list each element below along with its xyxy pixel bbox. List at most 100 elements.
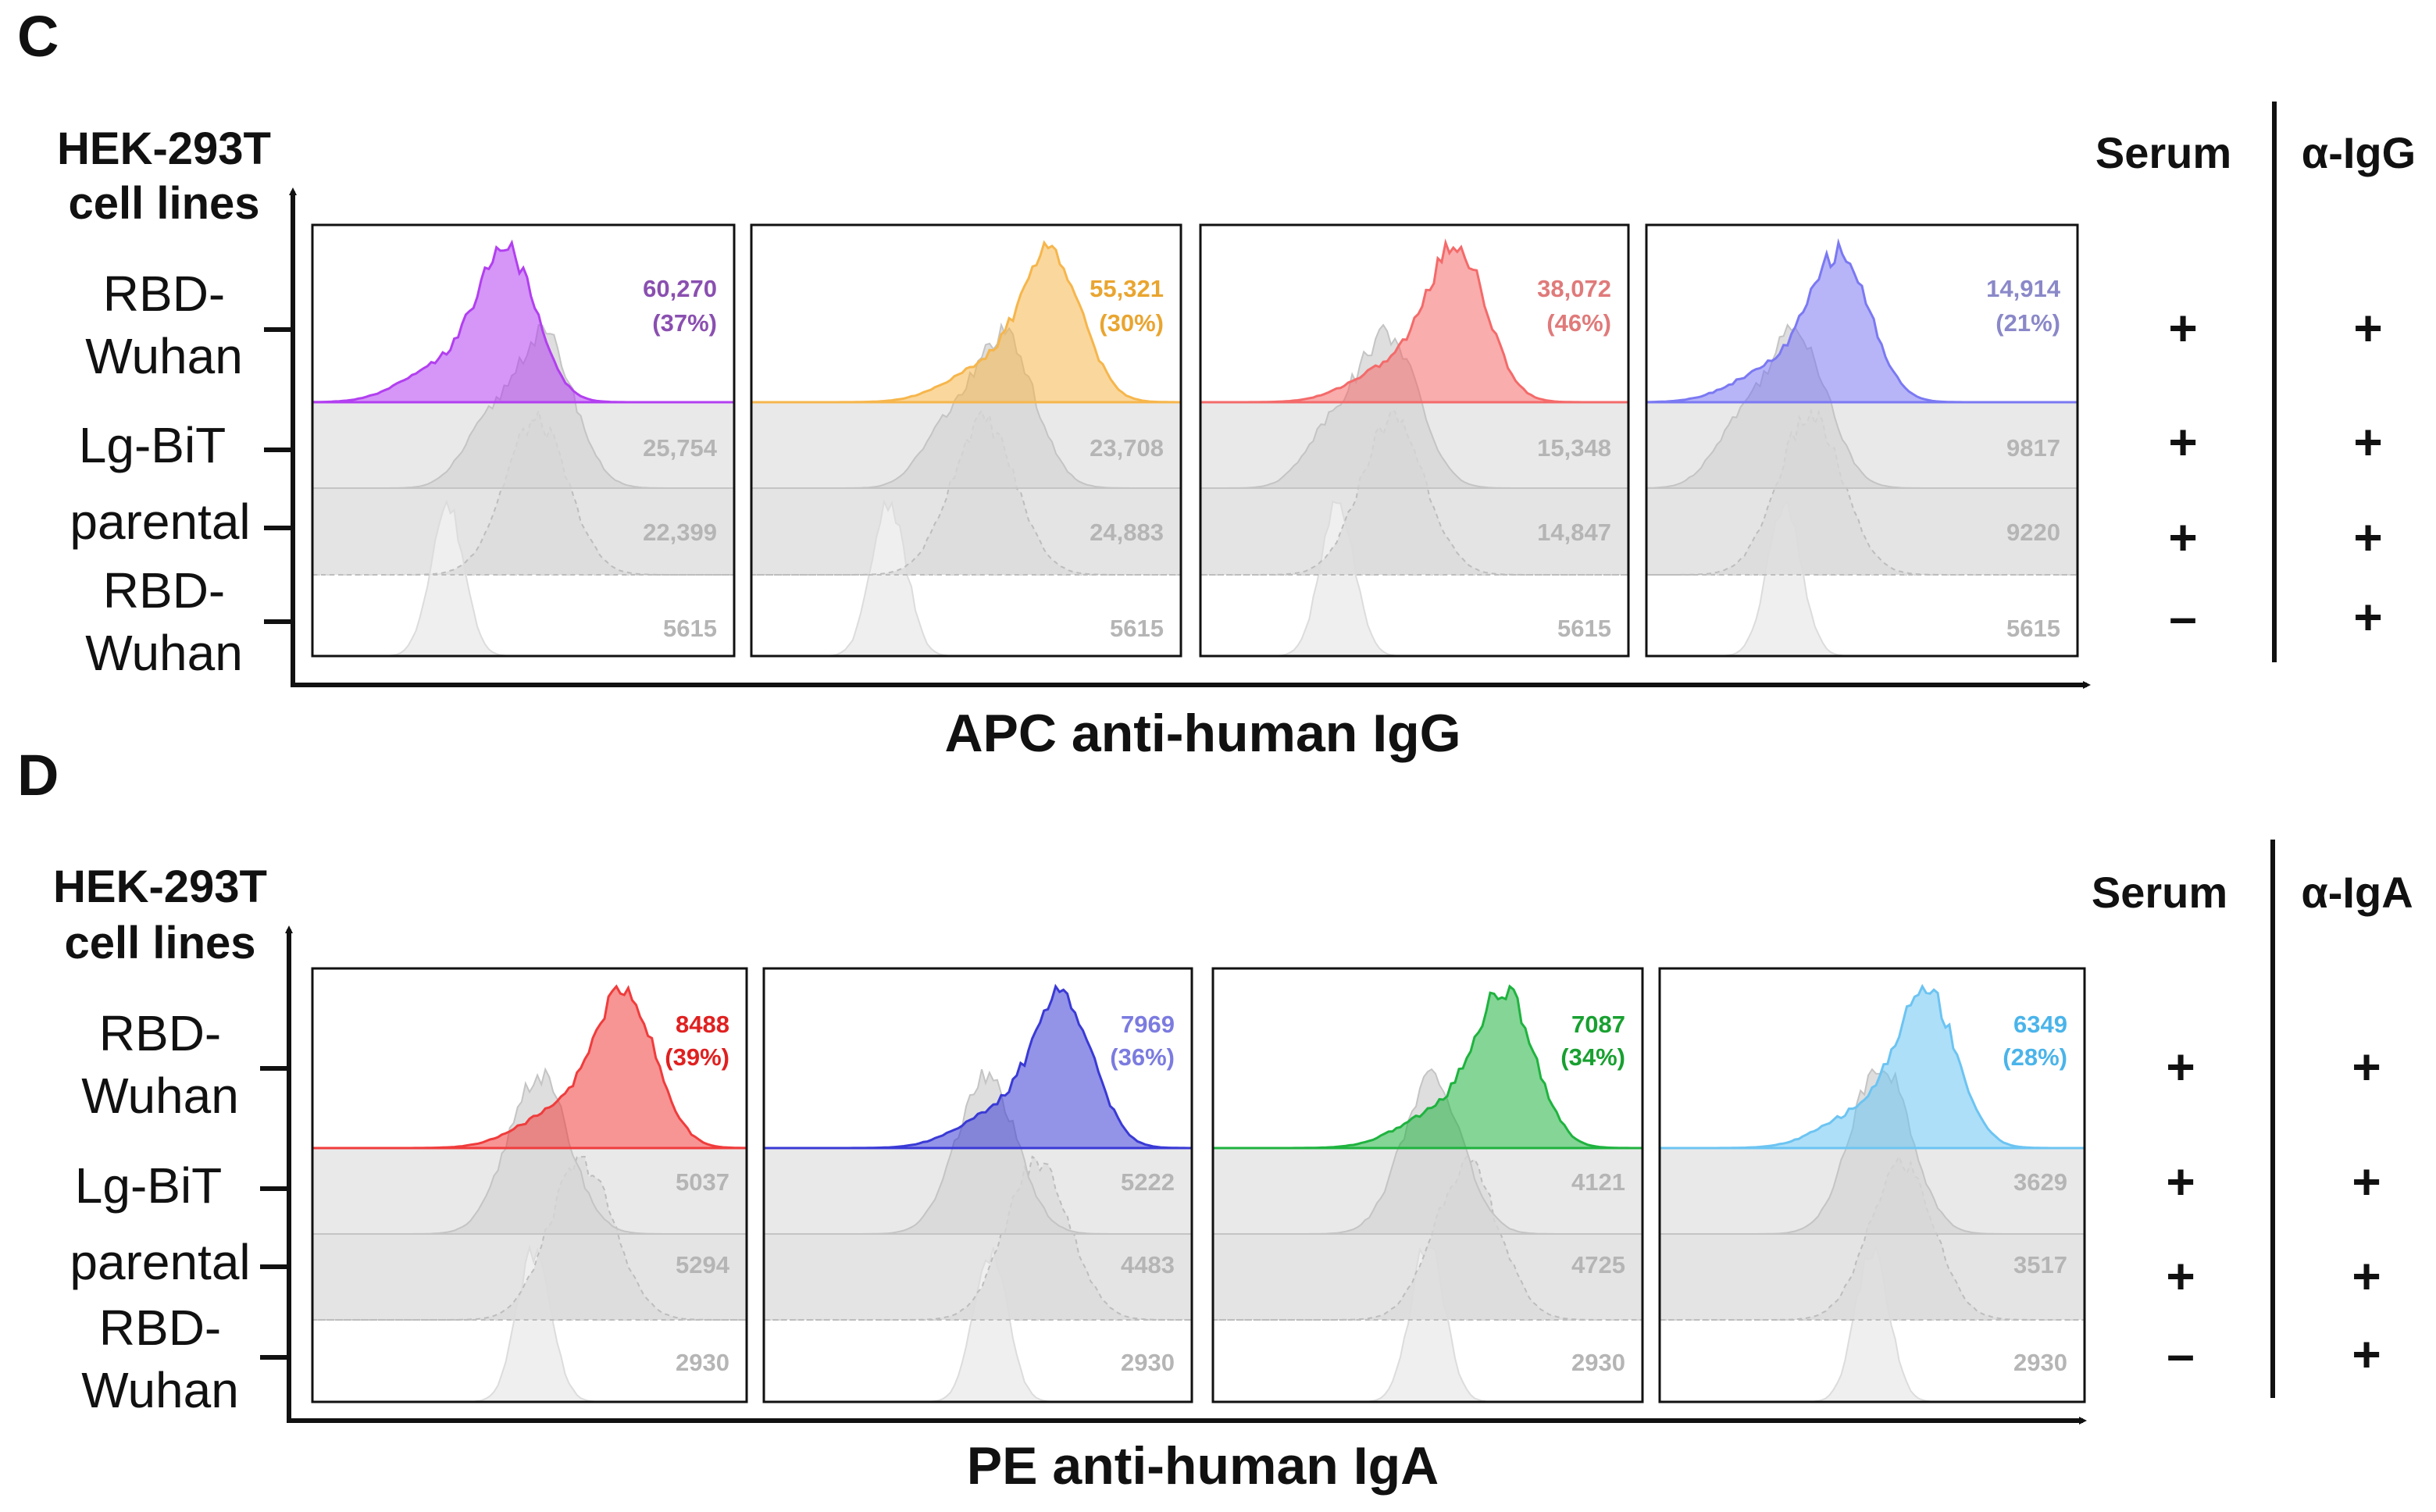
y-axis-title-line2: cell lines: [64, 918, 255, 968]
serum-sign: +: [2166, 1039, 2195, 1095]
secondary-antibody-sign: +: [2352, 1248, 2381, 1304]
histogram-frame: [1658, 967, 2086, 1403]
row-label-control-line2: Wuhan: [81, 1362, 239, 1418]
mfi-control: 5615: [1110, 615, 1164, 642]
histogram-panel-2: 7969 (36%) 5222 4483 2930: [762, 967, 1193, 1403]
mfi-lgbit: 15,348: [1537, 434, 1611, 462]
condition-header-secondary-c: α-IgG: [2302, 128, 2416, 177]
histogram-panels-c: 60,270 (37%) 25,754 22,399 5615 55,321 (30%) 23…: [311, 223, 2079, 658]
secondary-antibody-sign: +: [2353, 509, 2382, 565]
mfi-rbd: 38,072: [1537, 275, 1611, 302]
serum-sign: –: [2169, 589, 2197, 645]
mfi-control: 2930: [2013, 1349, 2067, 1376]
serum-sign: +: [2168, 509, 2197, 565]
mfi-rbd: 6349: [2013, 1011, 2067, 1038]
percent-positive: (34%): [1560, 1043, 1625, 1071]
parental-histogram: [312, 408, 734, 576]
mfi-rbd: 14,914: [1986, 275, 2061, 302]
mfi-lgbit: 23,708: [1090, 434, 1164, 462]
condition-header-serum-d: Serum: [2092, 868, 2227, 917]
row-label-parental: parental: [70, 494, 250, 550]
panel-d: D HEK-293T cell lines RBD- Wuhan Lg-BiT …: [17, 743, 2413, 1496]
parental-histogram: [1200, 409, 1628, 576]
mfi-rbd: 7087: [1571, 1011, 1625, 1038]
panel-label-c: C: [17, 4, 59, 69]
condition-header-secondary-d: α-IgA: [2301, 868, 2413, 917]
percent-positive: (36%): [1110, 1043, 1175, 1071]
parental-histogram: [764, 1155, 1192, 1321]
x-axis-title-c: APC anti-human IgG: [944, 704, 1461, 763]
mfi-rbd: 60,270: [643, 275, 717, 302]
secondary-antibody-sign: +: [2353, 414, 2382, 470]
histogram-panel-3: 38,072 (46%) 15,348 14,847 5615: [1199, 223, 1630, 658]
serum-sign: +: [2166, 1154, 2195, 1210]
mfi-rbd: 8488: [676, 1011, 729, 1038]
y-axis-title-line1: HEK-293T: [57, 123, 271, 174]
secondary-antibody-sign: +: [2353, 300, 2382, 356]
histogram-panel-4: 14,914 (21%) 9817 9220 5615: [1645, 223, 2079, 658]
histogram-frame: [762, 967, 1193, 1403]
mfi-parental: 4725: [1571, 1251, 1625, 1278]
mfi-parental: 22,399: [643, 519, 717, 546]
percent-positive: (39%): [665, 1043, 729, 1071]
row-label-rbd-line2: Wuhan: [85, 328, 243, 384]
histogram-panel-4: 6349 (28%) 3629 3517 2930: [1658, 967, 2086, 1403]
percent-positive: (21%): [1996, 309, 2060, 337]
mfi-lgbit: 3629: [2013, 1168, 2067, 1196]
histogram-frame: [311, 223, 736, 658]
serum-sign: +: [2168, 414, 2197, 470]
secondary-antibody-sign: +: [2352, 1154, 2381, 1210]
mfi-lgbit: 5037: [676, 1168, 729, 1196]
row-label-control-line2: Wuhan: [85, 625, 243, 681]
row-label-lgbit: Lg-BiT: [75, 1157, 223, 1214]
mfi-control: 2930: [1571, 1349, 1625, 1376]
mfi-control: 2930: [676, 1349, 729, 1376]
row-label-control-line1: RBD-: [103, 562, 225, 619]
mfi-lgbit: 5222: [1121, 1168, 1175, 1196]
mfi-rbd: 7969: [1121, 1011, 1175, 1038]
mfi-parental: 24,883: [1090, 519, 1164, 546]
y-axis-title-line1: HEK-293T: [53, 861, 267, 912]
condition-signs-c: + + + – + + + +: [2168, 300, 2382, 645]
secondary-antibody-sign: +: [2352, 1326, 2381, 1382]
histogram-panel-2: 55,321 (30%) 23,708 24,883 5615: [750, 223, 1182, 658]
secondary-antibody-sign: +: [2352, 1039, 2381, 1095]
mfi-rbd: 55,321: [1090, 275, 1164, 302]
row-label-lgbit: Lg-BiT: [79, 417, 226, 473]
lgbit-histogram: [764, 1068, 1192, 1235]
mfi-control: 5615: [2006, 615, 2060, 642]
panel-c: C HEK-293T cell lines RBD- Wuhan Lg-BiT …: [17, 4, 2416, 763]
mfi-parental: 4483: [1121, 1251, 1175, 1278]
row-label-parental: parental: [70, 1234, 250, 1290]
row-label-rbd-line1: RBD-: [103, 266, 225, 322]
condition-header-serum-c: Serum: [2095, 128, 2231, 177]
serum-sign: –: [2167, 1326, 2195, 1382]
row-label-control-line1: RBD-: [99, 1300, 221, 1356]
serum-sign: +: [2166, 1248, 2195, 1304]
mfi-parental: 9220: [2006, 519, 2060, 546]
histogram-frame: [1199, 223, 1630, 658]
histogram-frame: [750, 223, 1182, 658]
percent-positive: (46%): [1546, 309, 1611, 337]
mfi-lgbit: 4121: [1571, 1168, 1625, 1196]
mfi-parental: 14,847: [1537, 519, 1611, 546]
histogram-panel-3: 7087 (34%) 4121 4725 2930: [1211, 967, 1644, 1403]
lgbit-histogram: [1213, 1068, 1642, 1235]
percent-positive: (37%): [652, 309, 717, 337]
mfi-control: 2930: [1121, 1349, 1175, 1376]
mfi-lgbit: 9817: [2006, 434, 2060, 462]
mfi-control: 5615: [1557, 615, 1611, 642]
histogram-frame: [311, 967, 748, 1403]
parental-histogram: [312, 1155, 747, 1321]
mfi-parental: 3517: [2013, 1251, 2067, 1278]
histogram-frame: [1211, 967, 1644, 1403]
secondary-antibody-sign: +: [2353, 589, 2382, 645]
serum-sign: +: [2168, 300, 2197, 356]
histogram-panel-1: 8488 (39%) 5037 5294 2930: [311, 967, 748, 1403]
row-label-rbd-line1: RBD-: [99, 1005, 221, 1061]
condition-signs-d: + + + – + + + +: [2166, 1039, 2381, 1382]
mfi-parental: 5294: [676, 1251, 730, 1278]
percent-positive: (30%): [1099, 309, 1164, 337]
lgbit-histogram: [1660, 1068, 2085, 1235]
